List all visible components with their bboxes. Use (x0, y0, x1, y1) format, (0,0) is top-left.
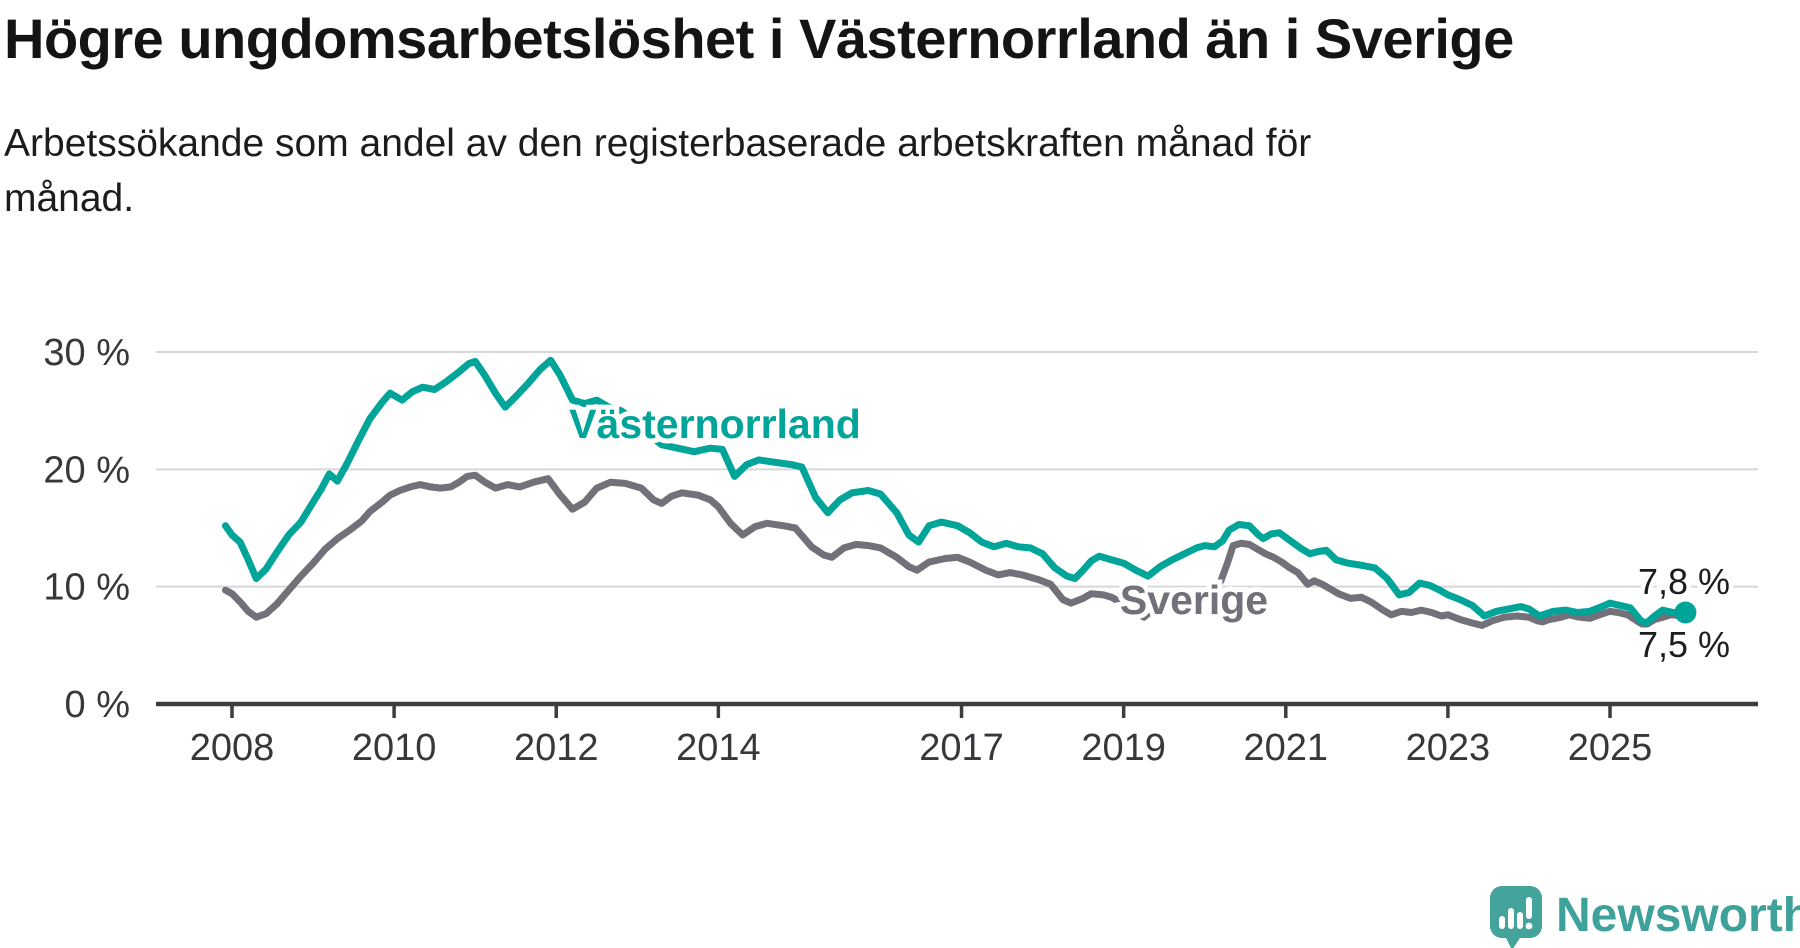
gridlines (156, 351, 1758, 588)
vasternorrland-line (222, 356, 1689, 627)
y-tick-label: 30 % (43, 332, 130, 374)
x-tick-label: 2017 (919, 727, 1004, 769)
x-tick-label: 2010 (352, 727, 437, 769)
vasternorrland-end-value: 7,8 % (1638, 561, 1730, 602)
x-tick-label: 2008 (190, 727, 275, 769)
x-tick-label: 2023 (1406, 727, 1491, 769)
vasternorrland-line-label: Västernorrland (569, 401, 861, 447)
annotations: Västernorrland Sverige 7,8 % 7,5 % (564, 396, 1734, 670)
logo-wordmark: Newsworthy (1556, 889, 1800, 942)
sverige-line (222, 471, 1689, 629)
y-tick-label: 10 % (43, 567, 130, 609)
x-axis-labels: 2008 2010 2012 2014 2017 2019 2021 2023 2025 (190, 727, 1653, 769)
logo-bars-icon (1499, 897, 1533, 930)
page-title: Högre ungdomsarbetslöshet i Västernorrla… (4, 7, 1514, 70)
sverige-end-value: 7,5 % (1638, 624, 1730, 665)
newsworthy-logo: Newsworthy (1490, 886, 1800, 948)
x-tick-label: 2019 (1081, 727, 1166, 769)
y-tick-label: 0 % (65, 684, 130, 726)
x-tick-label: 2021 (1244, 727, 1329, 769)
y-tick-label: 20 % (43, 449, 130, 491)
x-tick-label: 2014 (676, 727, 761, 769)
x-tick-label: 2012 (514, 727, 599, 769)
sverige-line-label: Sverige (1120, 577, 1268, 623)
latest-point-dot (1674, 601, 1697, 624)
x-axis (156, 701, 1758, 718)
logo-speech-bubble-icon (1490, 886, 1542, 948)
chart-subtitle: Arbetssökande som andel av den registerb… (4, 122, 1312, 221)
series-lines (222, 356, 1689, 629)
x-tick-label: 2025 (1568, 727, 1653, 769)
y-axis-labels: 30 % 20 % 10 % 0 % (43, 332, 130, 726)
